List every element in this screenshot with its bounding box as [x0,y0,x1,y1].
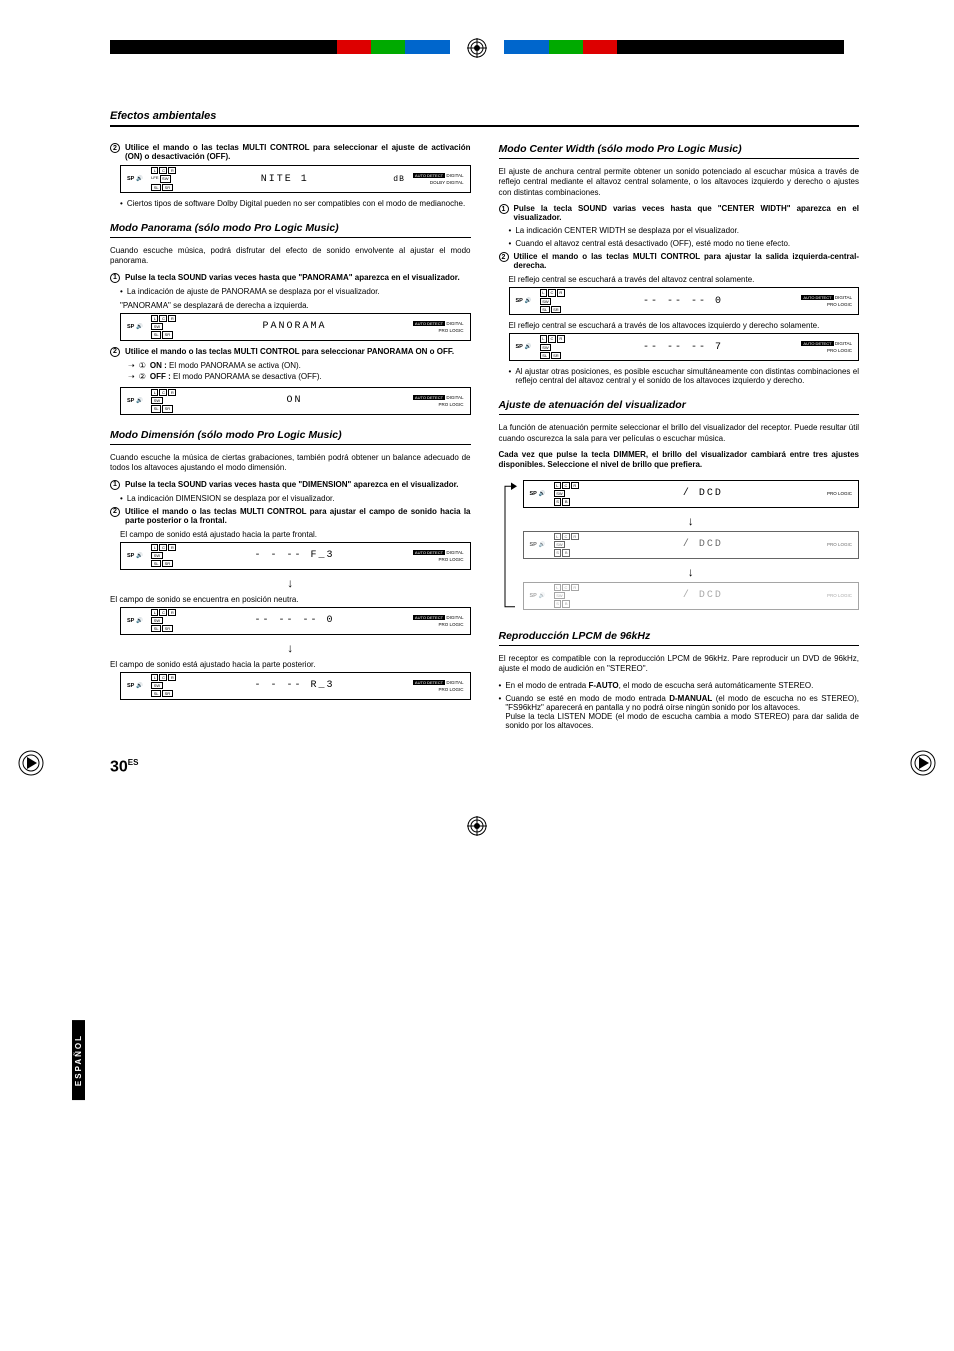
panorama-step2: Utilice el mando o las teclas MULTI CONT… [125,347,471,357]
down-arrow-icon-3: ↓ [523,514,860,528]
display-main-text: NITE 1 [184,174,385,185]
page-header: Efectos ambientales [110,110,859,127]
channel-grid: LCR LFESW SLSR [151,167,176,191]
cw-intro: El ajuste de anchura central permite obt… [499,167,860,198]
bullet-icon: • [120,199,123,208]
display-dim-rear: SP🔊 LCRSWSLSR - - -- R_3 AUTO DETECT DIG… [120,672,471,700]
down-arrow-icon-2: ↓ [110,641,471,655]
display-panorama-on: SP🔊 LCRSWSLSR ON AUTO DETECT DIGITALPRO … [120,387,471,415]
lpcm-bullet-a: En el modo de entrada F-AUTO, el modo de… [505,681,859,690]
section-panorama: Modo Panorama (sólo modo Pro Logic Music… [110,222,471,238]
panorama-caption1: "PANORAMA" se desplazará de derecha a iz… [120,301,471,310]
dimension-step2: Utilice el mando o las teclas MULTI CONT… [125,507,471,525]
caption-front: El campo de sonido está ajustado hacia l… [120,530,471,539]
cw-caption-center: El reflejo central se escuchará a través… [509,275,860,284]
left-column: 2 Utilice el mando o las teclas MULTI CO… [110,143,471,734]
display-dim-neutral: SP🔊 LCRSWSLSR -- -- -- 0 AUTO DETECT DIG… [120,607,471,635]
dimmer-loop-arrow [503,477,517,616]
down-arrow-icon-4: ↓ [523,565,860,579]
dimmer-note: Cada vez que pulse la tecla DIMMER, el b… [499,450,860,471]
bullet-dolby: Ciertos tipos de software Dolby Digital … [127,199,471,208]
display-dimmer-1: SP🔊 LCRSWSB / DCD PRO LOGIC [523,480,860,508]
display-cw-center: SP🔊 LCRSWSLSR -- -- -- 0 AUTO DETECT DIG… [509,287,860,315]
section-center-width: Modo Center Width (sólo modo Pro Logic M… [499,143,860,159]
section-dimension: Modo Dimensión (sólo modo Pro Logic Musi… [110,429,471,445]
step-num-2b: 2 [110,347,120,357]
display-dimmer-3: SP🔊 LCRSWSB / DCD PRO LOGIC [523,582,860,610]
display-cw-lr: SP🔊 LCRSWSLSR -- -- -- 7 AUTO DETECT DIG… [509,333,860,361]
spk-icon: SP🔊 [127,176,143,182]
dimmer-intro: La función de atenuación permite selecci… [499,423,860,444]
reg-bar-left [110,40,450,54]
page-number: 30ES [110,758,859,776]
cw-bullet-combo: Al ajustar otras posiciones, es posible … [515,367,859,385]
cw-bullet1b: Cuando el altavoz central está desactiva… [515,239,859,248]
cw-step1: Pulse la tecla SOUND varias veces hasta … [514,204,860,222]
caption-neutral: El campo de sonido se encuentra en posic… [110,595,471,604]
step-num-1: 1 [110,273,120,283]
dimension-step1: Pulse la tecla SOUND varias veces hasta … [125,480,471,490]
display-vol: dB [393,175,405,184]
display-dimmer-2: SP🔊 LCRSWSB / DCD PRO LOGIC [523,531,860,559]
display-dim-front: SP🔊 LCRSWSLSR - - -- F_3 AUTO DETECT DIG… [120,542,471,570]
panorama-intro: Cuando escuche música, podrá disfrutar d… [110,246,471,267]
cw-bullet1a: La indicación CENTER WIDTH se desplaza p… [515,226,859,235]
panorama-bullet1: La indicación de ajuste de PANORAMA se d… [127,287,471,296]
display-panorama-text: SP🔊 LCRSWSLSR PANORAMA AUTO DETECT DIGIT… [120,313,471,341]
lpcm-bullet-b: Cuando se esté en modo de modo entrada D… [505,694,859,730]
section-dimmer: Ajuste de atenuación del visualizador [499,399,860,415]
option-off: ➝② OFF : El modo PANORAMA se desactiva (… [128,372,471,381]
language-tab: ESPAÑOL [72,1020,85,1100]
down-arrow-icon: ↓ [110,576,471,590]
right-column: Modo Center Width (sólo modo Pro Logic M… [499,143,860,734]
dimension-intro: Cuando escuche la música de ciertas grab… [110,453,471,474]
panorama-step1: Pulse la tecla SOUND varias veces hasta … [125,273,471,283]
step-num-2: 2 [110,143,120,153]
display-nite: SP🔊 LCR LFESW SLSR NITE 1 dB AUTO DETECT… [120,165,471,193]
cw-step2: Utilice el mando o las teclas MULTI CONT… [514,252,860,270]
cw-caption-lr: El reflejo central se escuchará a través… [509,321,860,330]
reg-target-top [467,38,487,58]
caption-rear: El campo de sonido está ajustado hacia l… [110,660,471,669]
registration-marks-top [0,0,954,80]
dimension-bullet1: La indicación DIMENSION se desplaza por … [127,494,471,503]
option-on: ➝① ON : El modo PANORAMA se activa (ON). [128,361,471,370]
section-lpcm: Reproducción LPCM de 96kHz [499,630,860,646]
reg-target-bottom [0,816,954,841]
lpcm-intro: El receptor es compatible con la reprodu… [499,654,860,675]
reg-bar-right [504,40,844,54]
step2-intro: Utilice el mando o las teclas MULTI CONT… [125,143,471,161]
